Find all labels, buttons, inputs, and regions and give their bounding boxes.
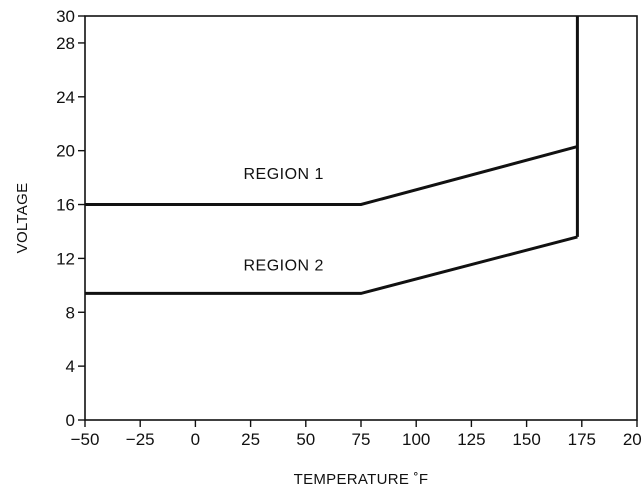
y-tick-label: 28 [56,34,75,53]
region-1-boundary-line [85,145,578,206]
series-layer [85,16,579,295]
x-tick-label: 125 [457,430,485,449]
x-tick-label: 75 [352,430,371,449]
x-tick-label: 25 [241,430,260,449]
y-tick-label: 4 [66,357,75,376]
x-tick-label: 150 [512,430,540,449]
annotation-layer: REGION 1 REGION 2 [243,166,323,275]
y-tick-label: 24 [56,88,75,107]
region-2-label: REGION 2 [243,258,323,275]
x-tick-label: 100 [402,430,430,449]
x-axis-title: TEMPERATURE ˚F [294,471,429,488]
region-1-label: REGION 1 [243,166,323,183]
y-tick-label: 8 [66,303,75,322]
x-axis: −50 −25 0 25 50 75 100 125 150 175 200 [71,420,642,449]
y-axis: 0 4 8 12 16 20 24 28 30 [56,7,85,430]
x-tick-label: −50 [71,430,100,449]
y-tick-label: 16 [56,196,75,215]
y-tick-label: 0 [66,411,75,430]
x-tick-label: 175 [568,430,596,449]
plot-frame [84,15,638,421]
region-2-boundary-line [85,235,578,295]
y-axis-title: VOLTAGE [14,183,31,254]
x-tick-label: −25 [126,430,155,449]
y-tick-label: 30 [56,7,75,26]
x-tick-label: 0 [191,430,200,449]
y-tick-label: 20 [56,142,75,161]
x-tick-label: 50 [296,430,315,449]
y-tick-label: 12 [56,249,75,268]
x-tick-label: 200 [623,430,642,449]
